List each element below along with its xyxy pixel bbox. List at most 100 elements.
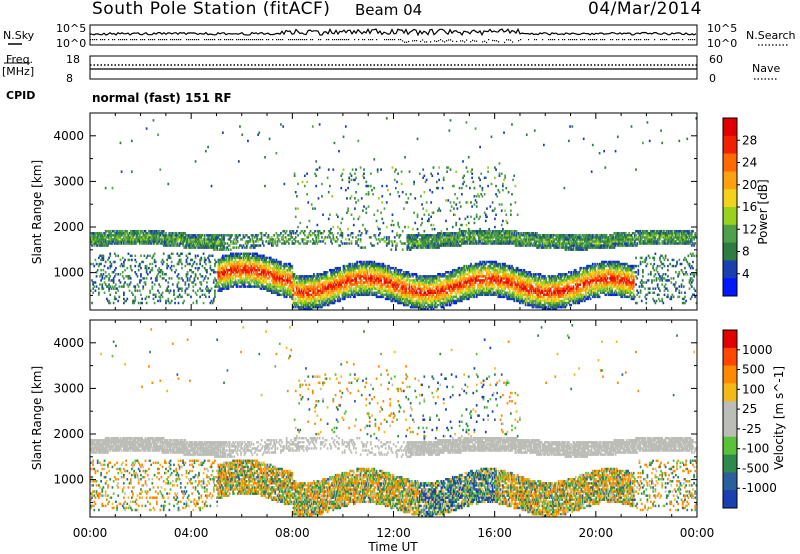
echo-cell: [277, 273, 280, 276]
echo-cell: [428, 219, 430, 223]
echo-cell: [315, 301, 318, 305]
echo-cell: [245, 277, 248, 280]
echo-cell: [260, 281, 263, 284]
echo-cell: [424, 283, 427, 286]
echo-cell: [409, 275, 412, 278]
echo-cell: [438, 291, 441, 294]
echo-cell: [317, 234, 320, 237]
echo-cell: [385, 271, 388, 274]
echo-cell: [181, 287, 183, 290]
echo-cell: [123, 291, 125, 294]
echo-cell: [123, 301, 125, 305]
echo-cell: [449, 285, 452, 288]
echo-cell: [259, 279, 262, 282]
echo-cell: [408, 289, 411, 292]
echo-cell: [385, 279, 388, 282]
echo-cell: [276, 289, 279, 292]
echo-cell: [277, 238, 280, 241]
echo-cell: [268, 277, 271, 280]
echo-cell: [177, 277, 180, 280]
echo-cell: [354, 268, 356, 272]
echo-cell: [404, 273, 406, 276]
echo-cell: [357, 291, 360, 294]
echo-cell: [366, 281, 369, 284]
echo-cell: [286, 268, 289, 272]
echo-cell: [421, 203, 423, 206]
echo-cell: [420, 234, 422, 237]
echo-cell: [216, 271, 219, 274]
echo-cell: [288, 285, 290, 288]
echo-cell: [149, 254, 151, 258]
echo-cell: [352, 291, 355, 294]
echo-cell: [162, 240, 165, 243]
echo-cell: [218, 268, 221, 272]
echo-cell: [292, 238, 295, 241]
echo-cell: [303, 299, 306, 303]
echo-cell: [344, 275, 347, 278]
echo-cell: [369, 184, 372, 188]
echo-cell: [206, 281, 208, 284]
echo-cell: [242, 266, 245, 270]
echo-cell: [175, 236, 178, 239]
echo-cell: [431, 287, 434, 290]
echo-cell: [209, 246, 212, 249]
echo-cell: [151, 256, 154, 260]
echo-cell: [355, 168, 357, 171]
echo-cell: [445, 285, 447, 288]
echo-cell: [428, 291, 430, 294]
echo-cell: [222, 246, 224, 249]
echo-cell: [297, 295, 299, 299]
echo-cell: [166, 238, 168, 241]
echo-cell: [286, 287, 289, 290]
echo-cell: [424, 275, 427, 278]
echo-cell: [432, 211, 435, 214]
echo-cell: [244, 279, 247, 282]
echo-cell: [442, 176, 445, 180]
echo-cell: [307, 291, 310, 294]
echo-cell: [90, 240, 92, 243]
echo-cell: [115, 291, 117, 294]
echo-cell: [445, 219, 447, 223]
echo-cell: [308, 232, 311, 235]
echo-cell: [231, 264, 233, 268]
echo-cell: [445, 299, 447, 303]
echo-cell: [169, 256, 172, 260]
echo-cell: [178, 258, 181, 262]
echo-cell: [372, 285, 374, 288]
echo-cell: [342, 135, 345, 139]
echo-cell: [443, 301, 446, 305]
echo-cell: [379, 285, 381, 288]
echo-cell: [113, 232, 116, 235]
echo-cell: [111, 238, 114, 241]
echo-cell: [145, 236, 148, 239]
echo-cell: [153, 252, 156, 255]
echo-cell: [297, 291, 299, 294]
echo-cell: [326, 295, 329, 299]
echo-cell: [235, 266, 238, 270]
echo-cell: [431, 289, 434, 292]
echo-cell: [245, 240, 248, 243]
echo-cell: [372, 244, 374, 247]
echo-cell: [234, 266, 237, 270]
echo-cell: [442, 289, 445, 292]
echo-cell: [390, 271, 393, 274]
echo-cell: [151, 287, 154, 290]
echo-cell: [424, 238, 427, 241]
echo-cell: [109, 264, 112, 268]
echo-cell: [289, 275, 291, 278]
echo-cell: [296, 283, 298, 286]
echo-cell: [212, 268, 215, 272]
echo-cell: [319, 303, 322, 307]
echo-cell: [297, 305, 299, 309]
echo-cell: [223, 248, 225, 251]
echo-cell: [266, 277, 269, 280]
echo-cell: [217, 236, 220, 239]
echo-cell: [406, 277, 409, 280]
echo-cell: [428, 242, 430, 245]
echo-cell: [306, 277, 308, 280]
echo-cell: [410, 305, 413, 309]
echo-cell: [256, 273, 258, 276]
echo-cell: [442, 293, 445, 297]
echo-cell: [109, 240, 112, 243]
echo-cell: [348, 281, 351, 284]
